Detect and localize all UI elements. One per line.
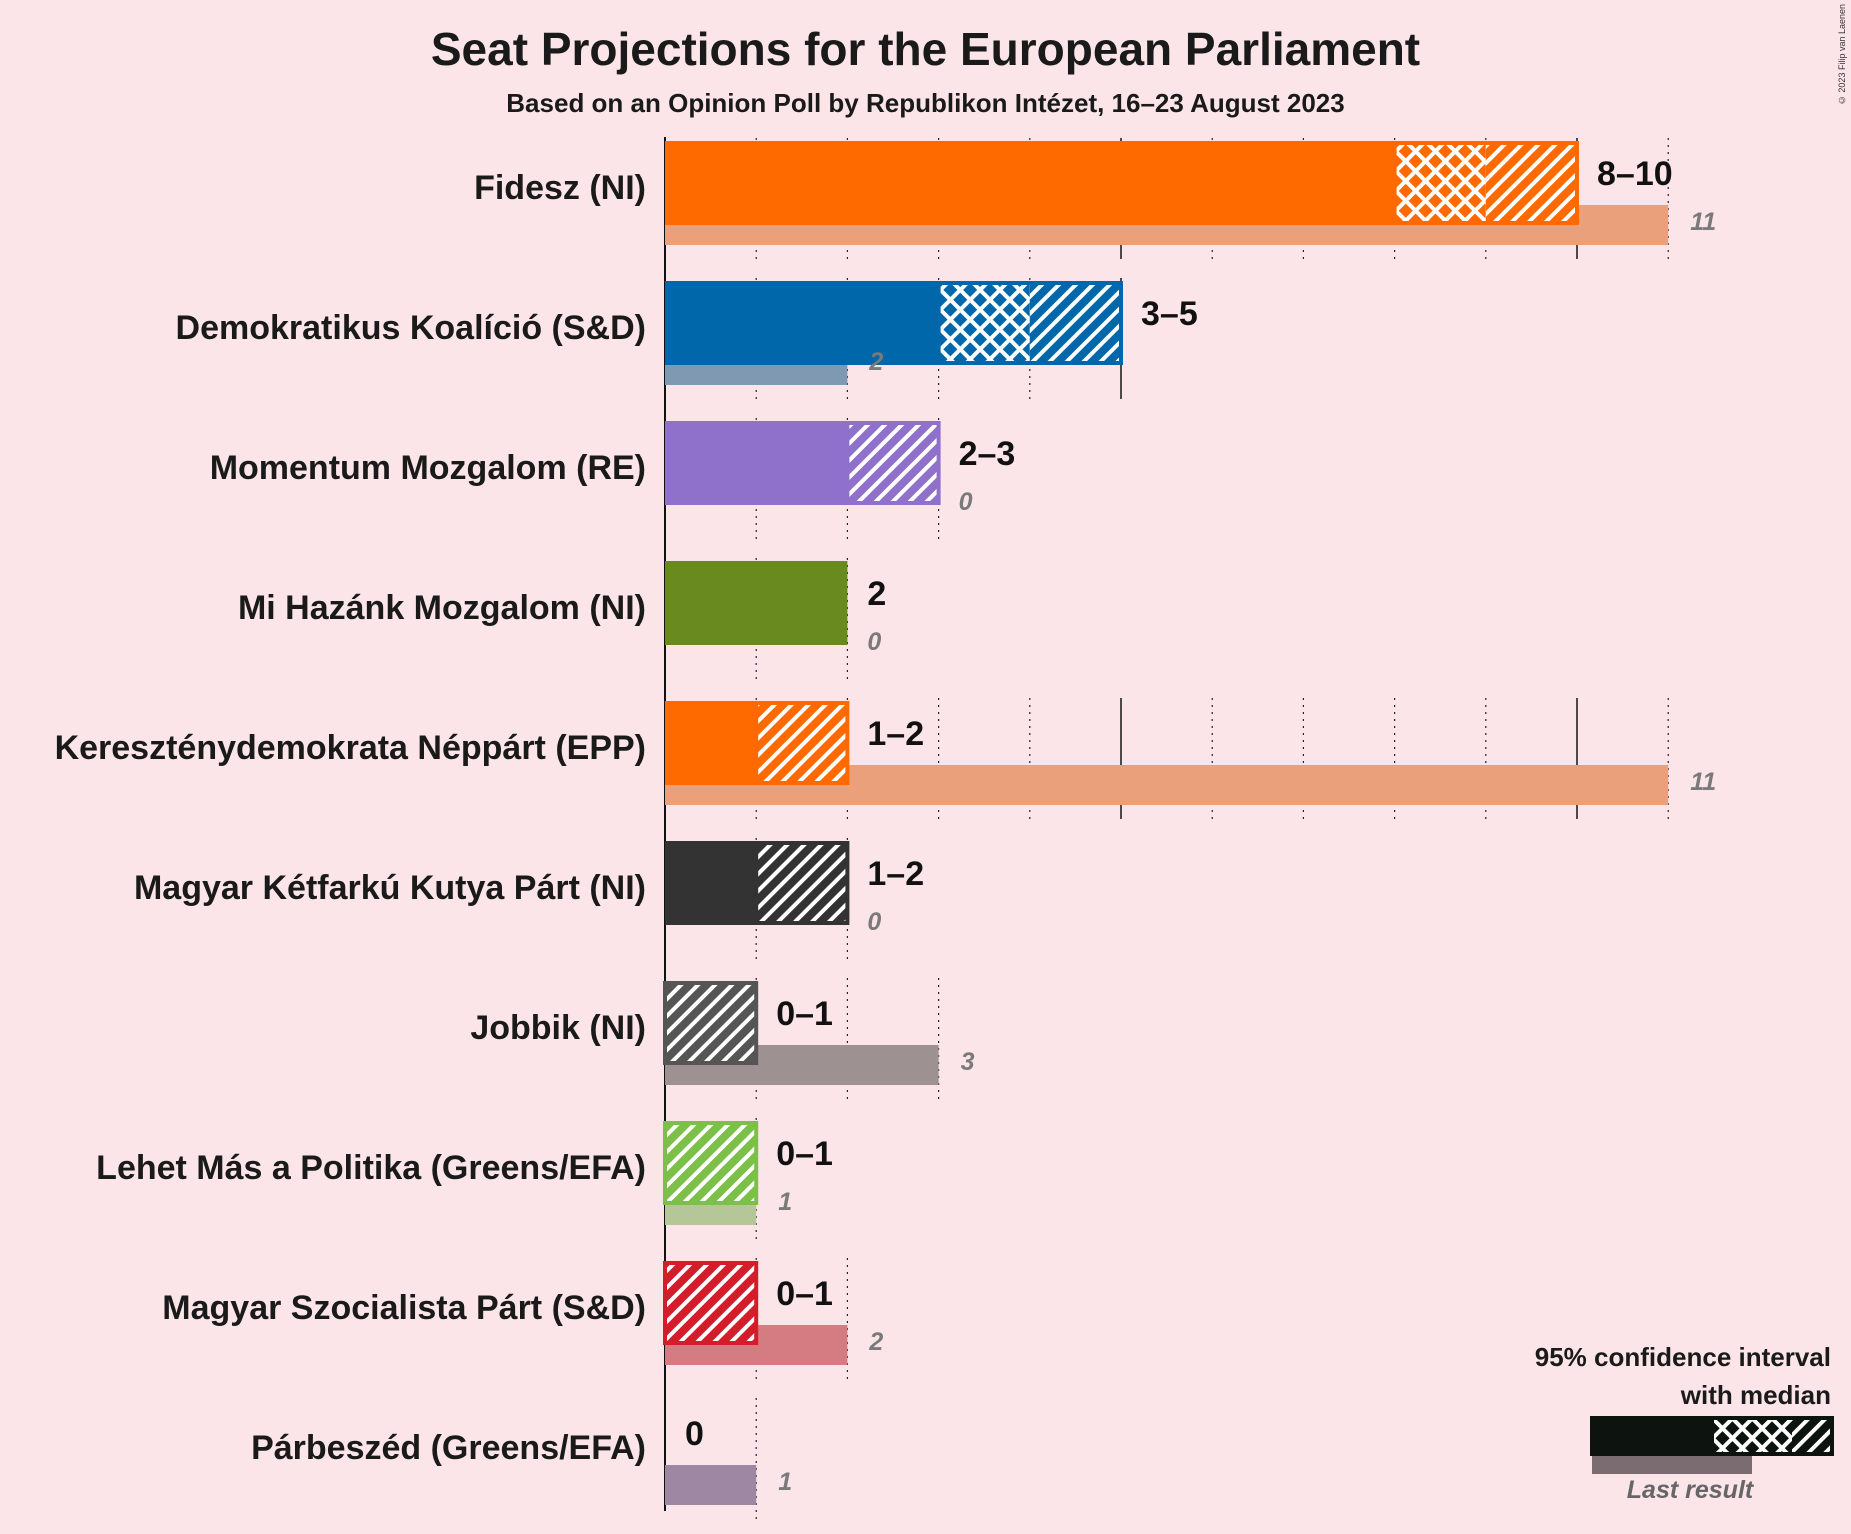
bar-ci-outline [754,701,850,785]
last-result-label: 2 [868,348,883,376]
bar-ci-outline [936,281,1123,365]
range-label: 0 [685,1415,704,1453]
last-result-label: 11 [1690,768,1716,796]
bar-upper-hatch [847,421,939,505]
party-label: Mi Hazánk Mozgalom (NI) [238,589,646,627]
last-result-label: 0 [867,628,881,656]
party-label: Magyar Kétfarkú Kutya Párt (NI) [134,869,646,907]
legend-upper-swatch [1792,1416,1832,1456]
range-label: 3–5 [1141,295,1198,333]
legend-line-2: with median [1680,1380,1831,1410]
bar-upper-hatch [756,701,848,785]
range-label: 1–2 [867,715,924,753]
legend-line-1: 95% confidence interval [1534,1342,1831,1372]
party-label: Lehet Más a Politika (Greens/EFA) [96,1149,646,1187]
range-label: 8–10 [1597,155,1673,193]
legend-title: 95% confidence interval with median [1411,1338,1831,1414]
bar-upper-hatch [665,1261,757,1345]
last-result-label: 0 [867,908,881,936]
legend-median-swatch [1712,1416,1792,1456]
projection-bars [663,141,1579,1345]
bar-upper-hatch [665,981,757,1065]
legend-last-result-label: Last result [1626,1476,1754,1504]
chart-title: Seat Projections for the European Parlia… [430,23,1421,75]
bar-solid [665,701,757,785]
party-label: Magyar Szocialista Párt (S&D) [162,1289,646,1327]
bar-solid [665,561,848,645]
chart-subtitle: Based on an Opinion Poll by Republikon I… [506,88,1345,118]
bar-solid [665,841,757,925]
legend-solid-swatch [1590,1416,1712,1456]
bar-ci-outline [754,841,850,925]
bar-ci-outline [663,981,759,1065]
bar-median-hatch [938,281,1030,365]
range-label: 1–2 [867,855,924,893]
bar-upper-hatch [756,841,848,925]
bar-upper-hatch [665,1121,757,1205]
range-label: 2–3 [959,435,1016,473]
last-result-label: 2 [868,1328,883,1356]
party-label: Párbeszéd (Greens/EFA) [251,1429,646,1467]
legend-ci-outline [1710,1416,1834,1456]
party-label: Demokratikus Koalíció (S&D) [176,309,646,347]
bar-solid [665,281,939,365]
range-label: 2 [867,575,886,613]
bar-solid [665,141,1395,225]
last-result-label: 1 [778,1468,792,1496]
last-result-label: 0 [959,488,973,516]
last-result-label: 3 [961,1048,975,1076]
legend [1590,1416,1834,1474]
party-label: Fidesz (NI) [474,169,646,207]
bar-solid [665,421,848,505]
last-result-label: 11 [1690,208,1716,236]
party-label: Momentum Mozgalom (RE) [210,449,646,487]
bar-ci-outline [663,1261,759,1345]
party-label: Kereszténydemokrata Néppárt (EPP) [55,729,646,767]
bar-upper-hatch [1029,281,1121,365]
last-result-label: 1 [778,1188,792,1216]
range-label: 0–1 [776,1275,833,1313]
bar-ci-outline [1392,141,1579,225]
bar-median-hatch [1394,141,1486,225]
range-label: 0–1 [776,995,833,1033]
range-label: 0–1 [776,1135,833,1173]
bar-upper-hatch [1485,141,1577,225]
bar-ci-outline [845,421,941,505]
party-label: Jobbik (NI) [470,1009,646,1047]
bar-ci-outline [663,1121,759,1205]
last-result-bar [665,1465,757,1505]
